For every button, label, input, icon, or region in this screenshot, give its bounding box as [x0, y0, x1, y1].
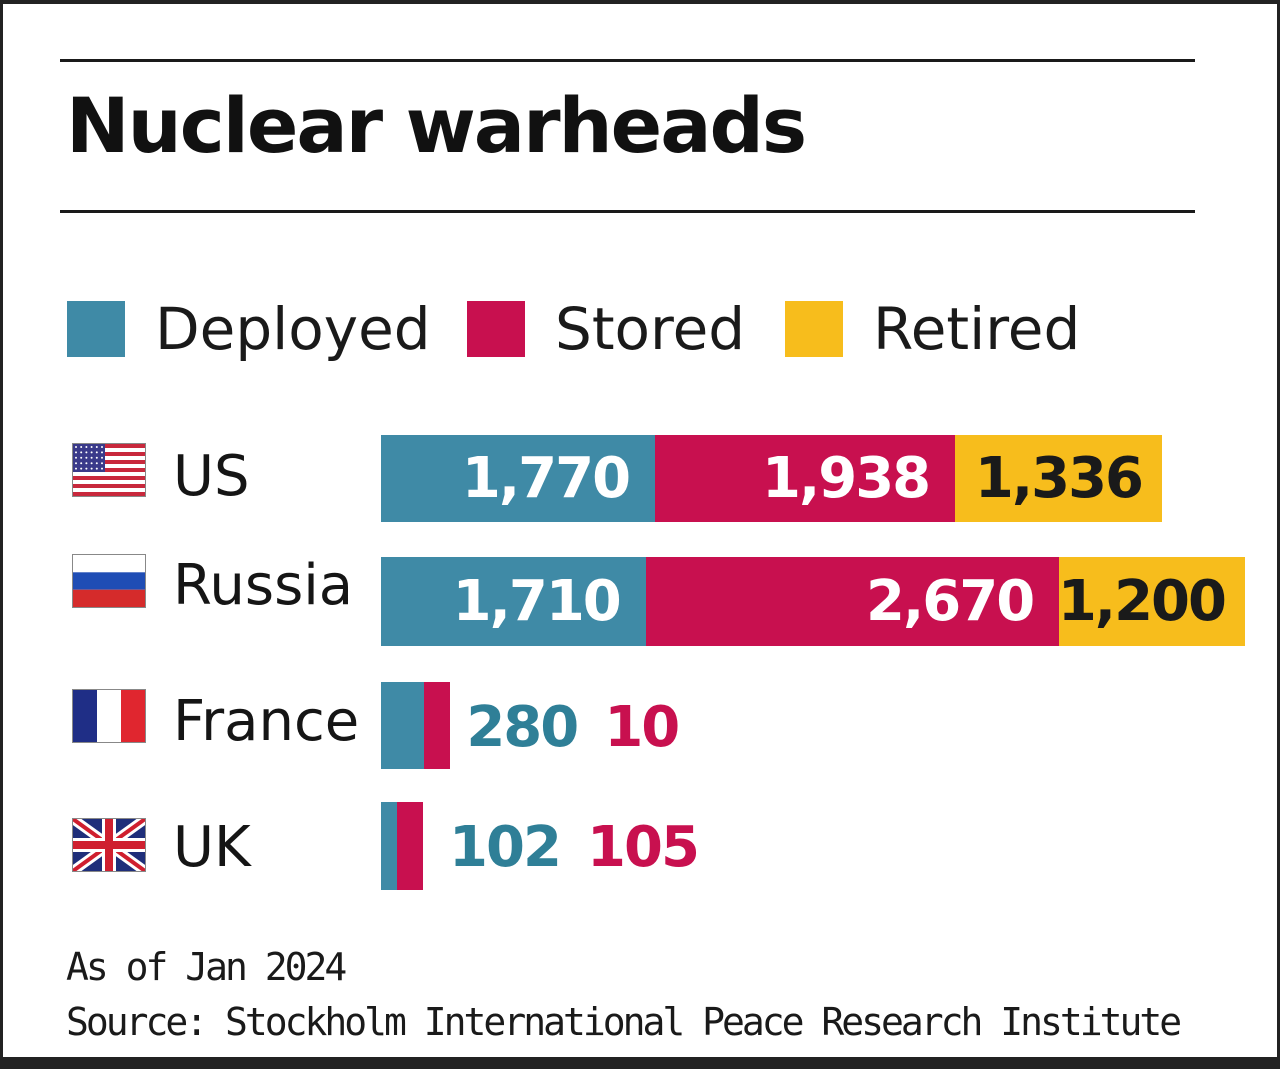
bar-russia-deployed: 1,710: [381, 557, 646, 646]
country-label-uk: UK: [173, 815, 251, 880]
bar-us-stored: 1,938: [655, 435, 956, 522]
bar-france-deployed: [381, 682, 425, 769]
chart-title: Nuclear warheads: [66, 81, 807, 170]
chart-card: Nuclear warheads Deployed Stored Retired U…: [3, 4, 1277, 1057]
bar-russia-retired: 1,200: [1058, 557, 1245, 646]
bar-us-deployed: 1,770: [381, 435, 656, 522]
value-label-france-deployed: 280: [466, 695, 579, 760]
bar-us-retired: 1,336: [955, 435, 1162, 522]
legend-label-retired: Retired: [873, 295, 1081, 363]
legend-label-stored: Stored: [555, 295, 746, 363]
legend-swatch-retired: [785, 301, 843, 357]
russia-flag-icon: [73, 555, 145, 607]
date-note: As of Jan 2024: [66, 945, 347, 989]
country-label-russia: Russia: [173, 553, 354, 618]
us-flag-icon: [73, 444, 145, 496]
france-flag-icon: [73, 690, 145, 742]
source-note: Source: Stockholm International Peace Re…: [66, 1000, 1182, 1044]
bar-france-stored: [424, 682, 451, 769]
value-label-uk-deployed: 102: [449, 815, 562, 880]
legend-label-deployed: Deployed: [155, 295, 431, 363]
country-label-france: France: [173, 689, 360, 754]
bar-russia-stored: 2,670: [645, 557, 1060, 646]
value-label-france-stored: 10: [604, 695, 680, 760]
uk-flag-icon: [70, 814, 148, 876]
country-label-us: US: [173, 444, 250, 509]
top-rule: [60, 59, 1195, 62]
legend-swatch-deployed: [67, 301, 125, 357]
title-rule: [60, 210, 1195, 213]
value-label-uk-stored: 105: [587, 815, 700, 880]
legend-swatch-stored: [467, 301, 525, 357]
bar-uk-stored: [396, 802, 423, 890]
